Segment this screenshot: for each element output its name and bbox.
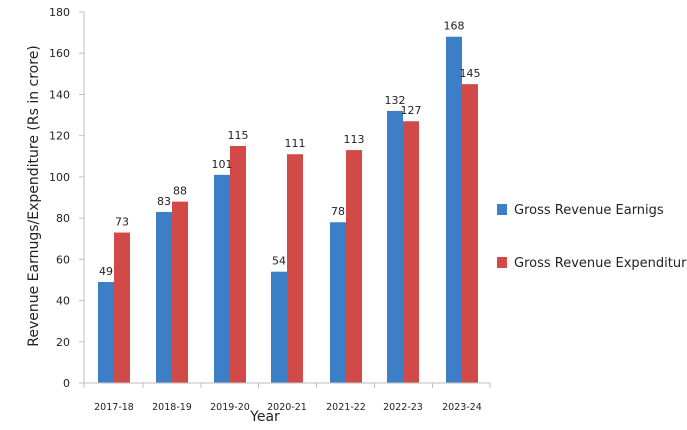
y-axis-ticks: 0 20 40 60 80 100 120 140 160 180 [49,6,84,390]
x-tick-label: 2021-22 [326,402,366,413]
data-label: 113 [344,133,365,146]
data-label: 111 [285,137,306,150]
bar-earnings [214,174,230,383]
data-label: 115 [228,129,249,142]
data-label: 101 [212,158,233,171]
bar-earnings [271,271,287,383]
x-tick-label: 2018-19 [152,402,192,413]
bar-expenditure [287,154,303,383]
data-labels-group: 49 83 101 54 78 132 168 73 88 115 111 113 127 145 [99,20,481,278]
bar-expenditure [462,84,478,383]
bar-earnings [387,110,403,383]
y-tick-label: 100 [49,171,70,184]
y-tick-label: 140 [49,88,70,101]
bar-earnings [156,211,172,383]
legend-label: Gross Revenue Expenditure [514,256,687,271]
bar-expenditure [230,145,246,383]
bar-earnings [98,282,114,383]
bar-expenditure [172,201,188,383]
bar-earnings [330,222,346,383]
bar-expenditure [114,232,130,383]
bar-expenditure [403,121,419,383]
data-label: 145 [460,67,481,80]
x-tick-label: 2019-20 [210,402,250,413]
bar-earnings [446,36,462,383]
x-tick-label: 2020-21 [267,402,307,413]
legend-swatch [497,257,507,268]
x-tick-label: 2023-24 [442,402,482,413]
x-tick-label: 2017-18 [94,402,134,413]
y-tick-label: 180 [49,6,70,19]
data-label: 168 [444,20,465,33]
y-tick-label: 120 [49,130,70,143]
data-label: 78 [331,205,345,218]
bar-expenditure [346,150,362,383]
legend-swatch [497,204,507,215]
x-axis-ticks: 2017-18 2018-19 2019-20 2020-21 2021-22 2022-… [83,383,491,413]
x-axis-title: Year [249,409,280,425]
y-axis-title: Revenue Earnugs/Expenditure (Rs in crore… [26,45,42,347]
data-label: 49 [99,265,113,278]
x-tick-label: 2022-23 [383,402,423,413]
y-tick-label: 80 [56,212,70,225]
y-tick-label: 40 [56,295,70,308]
y-tick-label: 60 [56,253,70,266]
data-label: 127 [401,104,422,117]
data-label: 88 [173,185,187,198]
legend-label: Gross Revenue Earnigs [514,203,664,218]
bars-group [98,36,478,383]
y-tick-label: 20 [56,336,70,349]
y-tick-label: 160 [49,47,70,60]
data-label: 132 [385,94,406,107]
data-label: 83 [157,195,171,208]
data-label: 54 [272,255,286,268]
data-label: 73 [115,216,129,229]
y-tick-label: 0 [63,377,70,390]
legend: Gross Revenue Earnigs Gross Revenue Expen… [497,203,687,271]
